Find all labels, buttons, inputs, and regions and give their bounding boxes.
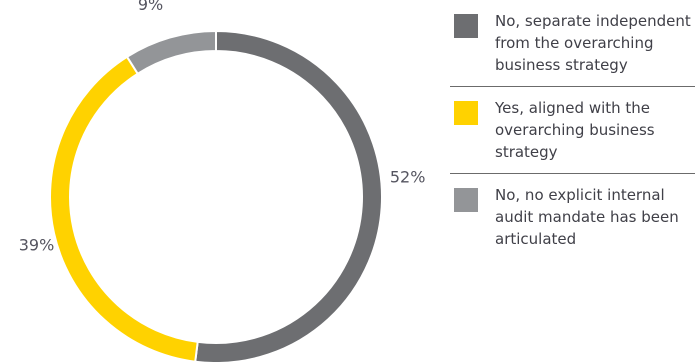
legend-label-no-mandate: No, no explicit internal audit mandate h… bbox=[495, 186, 679, 248]
legend-item-no-mandate: No, no explicit internal audit mandate h… bbox=[450, 173, 695, 260]
donut-value-label-no-mandate: 9% bbox=[138, 0, 163, 14]
donut-slices bbox=[49, 29, 383, 362]
donut-slice-no-mandate bbox=[125, 29, 217, 76]
donut-slice-aligned bbox=[49, 55, 199, 362]
legend-swatch-no-mandate bbox=[454, 188, 478, 212]
donut-value-label-aligned: 39% bbox=[19, 236, 55, 255]
legend-item-aligned: Yes, aligned with the overarching busine… bbox=[450, 86, 695, 173]
legend-swatch-separate bbox=[454, 14, 478, 38]
legend-label-separate: No, separate independent from the overar… bbox=[495, 12, 691, 74]
chart-legend: No, separate independent from the overar… bbox=[450, 10, 695, 260]
legend-label-aligned: Yes, aligned with the overarching busine… bbox=[495, 99, 655, 161]
donut-labels: 52% 39% 9% bbox=[19, 0, 426, 255]
donut-value-label-separate: 52% bbox=[390, 167, 426, 186]
donut-slice-separate bbox=[194, 29, 383, 362]
donut-chart: 52% 39% 9% bbox=[19, 0, 426, 362]
legend-swatch-aligned bbox=[454, 101, 478, 125]
legend-item-separate: No, separate independent from the overar… bbox=[450, 10, 695, 86]
